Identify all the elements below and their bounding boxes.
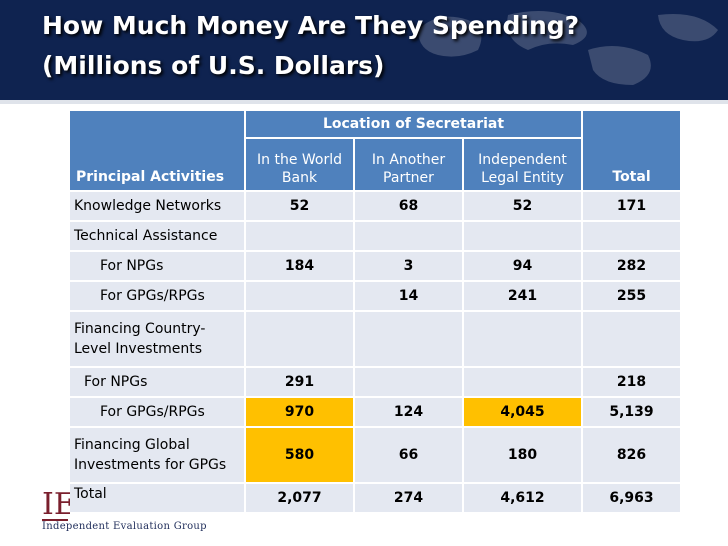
world-map-graphic <box>418 11 718 85</box>
cell-independent <box>464 222 581 250</box>
header-independent-legal-entity: Independent Legal Entity <box>464 139 581 190</box>
spending-table: Principal Activities Location of Secreta… <box>68 109 682 514</box>
cell-another-partner <box>355 222 462 250</box>
ieg-logo-text: Independent Evaluation Group <box>42 521 207 532</box>
header-total: Total <box>583 111 680 190</box>
cell-another-partner <box>355 312 462 366</box>
cell-world-bank-highlighted: 970 <box>246 398 353 426</box>
row-label: Knowledge Networks <box>70 192 244 220</box>
cell-another-partner: 274 <box>355 484 462 512</box>
cell-total <box>583 222 680 250</box>
row-label: For NPGs <box>70 252 244 280</box>
cell-independent: 4,612 <box>464 484 581 512</box>
cell-total: 6,963 <box>583 484 680 512</box>
cell-another-partner <box>355 368 462 396</box>
header-principal-activities: Principal Activities <box>70 111 244 190</box>
cell-world-bank: 184 <box>246 252 353 280</box>
cell-independent: 241 <box>464 282 581 310</box>
ieg-logo-rule <box>42 519 68 521</box>
row-label: For NPGs <box>70 368 244 396</box>
cell-independent: 180 <box>464 428 581 482</box>
slide-title-line2: (Millions of U.S. Dollars) <box>42 51 385 80</box>
cell-another-partner: 3 <box>355 252 462 280</box>
table-row-total: Total 2,077 274 4,612 6,963 <box>70 484 680 512</box>
cell-world-bank <box>246 222 353 250</box>
header-location-of-secretariat: Location of Secretariat <box>246 111 581 137</box>
cell-independent-highlighted: 4,045 <box>464 398 581 426</box>
cell-total: 171 <box>583 192 680 220</box>
cell-world-bank-highlighted: 580 <box>246 428 353 482</box>
slide-title: How Much Money Are They Spending? (Milli… <box>42 6 579 86</box>
cell-total: 5,139 <box>583 398 680 426</box>
table-row: For NPGs 184 3 94 282 <box>70 252 680 280</box>
ieg-logo-mark: IEG <box>42 490 70 520</box>
row-label: Financing Global Investments for GPGs <box>70 428 244 482</box>
table-row: Financing Global Investments for GPGs 58… <box>70 428 680 482</box>
cell-total: 282 <box>583 252 680 280</box>
table-row: Technical Assistance <box>70 222 680 250</box>
table-row: Financing Country-Level Investments <box>70 312 680 366</box>
table-row: For NPGs 291 218 <box>70 368 680 396</box>
cell-total: 218 <box>583 368 680 396</box>
cell-world-bank: 2,077 <box>246 484 353 512</box>
cell-total: 826 <box>583 428 680 482</box>
cell-independent <box>464 368 581 396</box>
row-label-text: Financing Global Investments for GPGs <box>74 437 227 473</box>
table-row: For GPGs/RPGs 970 124 4,045 5,139 <box>70 398 680 426</box>
cell-another-partner: 124 <box>355 398 462 426</box>
cell-independent: 52 <box>464 192 581 220</box>
cell-world-bank <box>246 312 353 366</box>
row-label: For GPGs/RPGs <box>70 398 244 426</box>
cell-world-bank <box>246 282 353 310</box>
title-banner: How Much Money Are They Spending? (Milli… <box>0 0 728 100</box>
row-label: Financing Country-Level Investments <box>70 312 244 366</box>
cell-world-bank: 52 <box>246 192 353 220</box>
header-in-world-bank: In the World Bank <box>246 139 353 190</box>
table-row: Knowledge Networks 52 68 52 171 <box>70 192 680 220</box>
cell-another-partner: 66 <box>355 428 462 482</box>
table-row: For GPGs/RPGs 14 241 255 <box>70 282 680 310</box>
slide-title-line1: How Much Money Are They Spending? <box>42 11 580 40</box>
cell-total: 255 <box>583 282 680 310</box>
header-in-another-partner: In Another Partner <box>355 139 462 190</box>
cell-another-partner: 68 <box>355 192 462 220</box>
row-label-text: Financing Country-Level Investments <box>74 321 206 357</box>
row-label: Technical Assistance <box>70 222 244 250</box>
cell-another-partner: 14 <box>355 282 462 310</box>
cell-independent <box>464 312 581 366</box>
cell-total <box>583 312 680 366</box>
title-divider <box>0 100 728 104</box>
cell-world-bank: 291 <box>246 368 353 396</box>
row-label: For GPGs/RPGs <box>70 282 244 310</box>
cell-independent: 94 <box>464 252 581 280</box>
row-label: Total <box>70 484 244 512</box>
